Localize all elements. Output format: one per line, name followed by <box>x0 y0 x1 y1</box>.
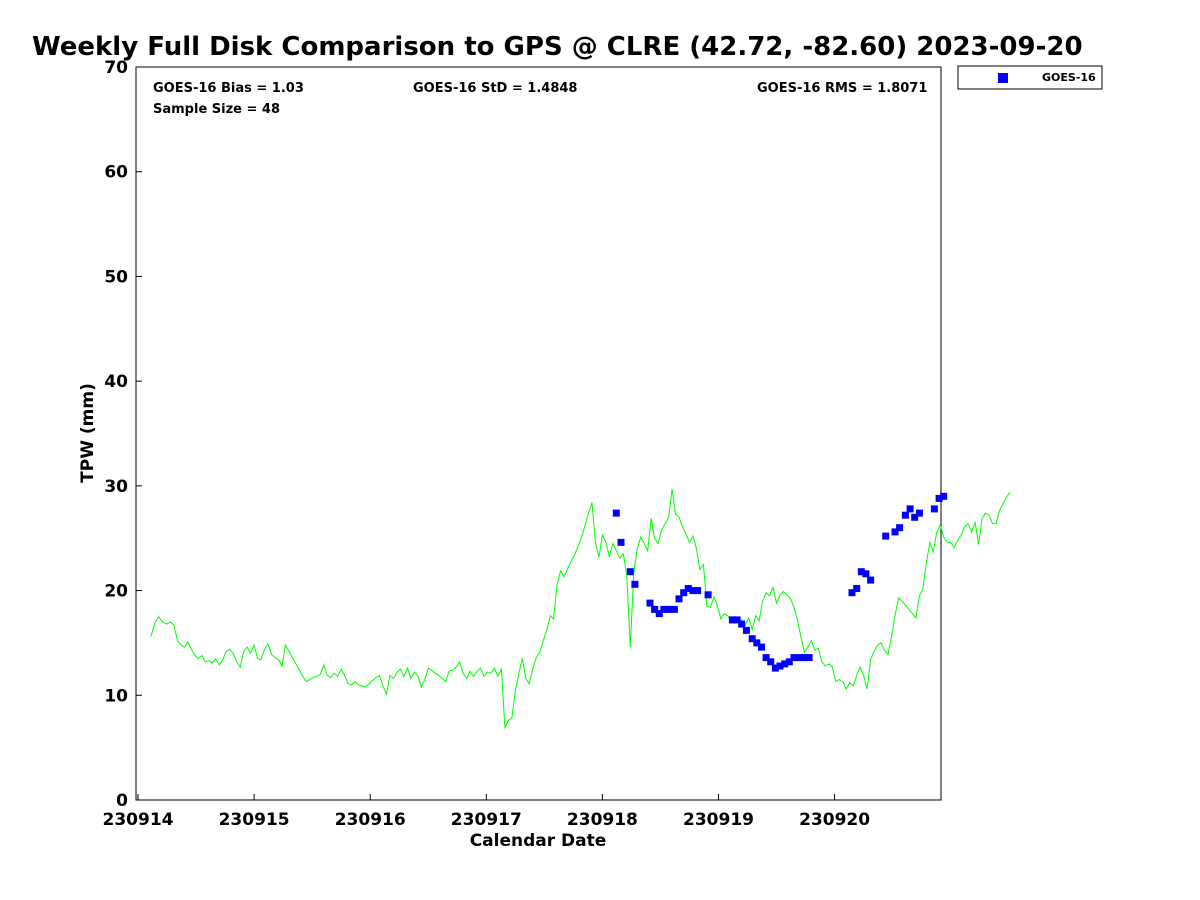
goes16-point <box>738 620 746 628</box>
goes16-point <box>906 505 914 513</box>
y-tick-label: 0 <box>116 791 128 811</box>
goes16-point <box>940 492 948 500</box>
goes16-point <box>915 509 923 517</box>
goes16-point <box>800 654 808 662</box>
goes16-point <box>891 528 899 536</box>
goes16-point <box>796 654 804 662</box>
goes16-point <box>665 605 673 613</box>
goes16-point <box>930 505 938 513</box>
goes16-point <box>680 589 688 597</box>
x-tick-label: 230918 <box>567 810 638 830</box>
x-axis: 230914 230915 230916 230917 230918 230919 2309… <box>103 794 870 830</box>
goes16-point <box>753 639 761 647</box>
y-tick-label: 20 <box>104 582 128 602</box>
legend-marker-goes16 <box>998 73 1008 83</box>
goes16-point <box>612 509 620 517</box>
goes16-point <box>857 568 865 576</box>
goes16-point <box>651 605 659 613</box>
goes16-point <box>862 570 870 578</box>
goes16-point <box>762 654 770 662</box>
goes16-point <box>790 654 798 662</box>
x-tick-label: 230916 <box>335 810 406 830</box>
goes16-point <box>626 568 634 576</box>
goes16-point <box>853 585 861 592</box>
goes16-point <box>805 654 813 662</box>
legend: GOES-16 <box>957 65 1103 90</box>
goes16-point <box>728 616 736 624</box>
goes16-point <box>882 532 890 540</box>
y-tick-label: 40 <box>104 372 128 392</box>
goes16-point <box>896 524 904 532</box>
goes16-point <box>655 610 663 618</box>
y-axis: 0 10 20 30 40 50 60 70 <box>104 58 142 811</box>
goes16-point <box>694 587 702 595</box>
sample-size-stat: Sample Size = 48 <box>153 102 280 117</box>
y-tick-label: 60 <box>104 163 128 183</box>
goes16-point <box>742 626 750 634</box>
x-axis-label: Calendar Date <box>470 831 607 851</box>
goes16-point <box>767 658 775 666</box>
goes16-point <box>867 576 875 584</box>
x-tick-label: 230919 <box>683 810 754 830</box>
goes16-point <box>785 658 793 666</box>
legend-label-goes16: GOES-16 <box>1042 71 1096 84</box>
goes16-point <box>617 538 625 546</box>
goes16-point <box>848 589 856 597</box>
x-tick-label: 230915 <box>219 810 290 830</box>
goes16-point <box>684 585 692 592</box>
goes16-point <box>670 605 678 613</box>
goes16-point <box>776 662 784 670</box>
goes16-point <box>660 605 668 613</box>
goes16-point <box>911 513 919 521</box>
goes16-point <box>935 494 943 502</box>
legend-box <box>957 65 1103 90</box>
goes16-point <box>704 591 712 599</box>
x-tick-label: 230917 <box>451 810 522 830</box>
x-tick-label: 230914 <box>103 810 174 830</box>
gps-series-line <box>150 488 1011 730</box>
goes16-point <box>631 580 639 588</box>
std-stat: GOES-16 StD = 1.4848 <box>413 81 577 96</box>
y-tick-label: 10 <box>104 686 128 706</box>
goes16-point <box>781 660 789 668</box>
goes16-point <box>771 664 779 672</box>
gps-line-layer <box>150 488 1011 730</box>
chart-title: Weekly Full Disk Comparison to GPS @ CLR… <box>32 32 1083 62</box>
goes16-point <box>646 599 654 607</box>
bias-stat: GOES-16 Bias = 1.03 <box>153 81 304 96</box>
goes16-point <box>758 643 765 651</box>
rms-stat: GOES-16 RMS = 1.8071 <box>757 81 927 96</box>
y-tick-label: 30 <box>104 477 128 497</box>
x-tick-label: 230920 <box>799 810 870 830</box>
goes16-point <box>748 635 756 643</box>
goes16-marker-layer <box>612 492 948 672</box>
y-axis-label: TPW (mm) <box>78 383 98 483</box>
goes16-point <box>733 616 741 624</box>
y-tick-label: 70 <box>104 58 128 78</box>
plot-area <box>135 66 942 801</box>
goes16-point <box>901 511 909 519</box>
goes16-point <box>675 595 683 603</box>
y-tick-label: 50 <box>104 267 128 287</box>
goes16-point <box>689 587 697 595</box>
